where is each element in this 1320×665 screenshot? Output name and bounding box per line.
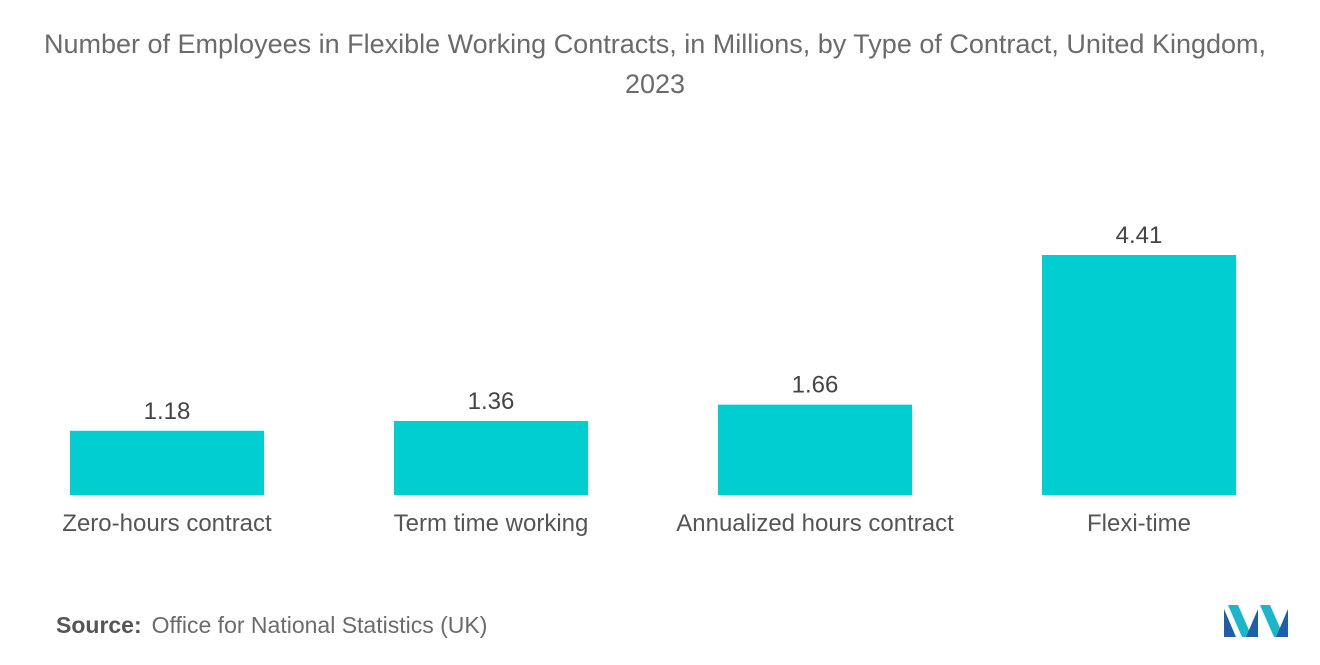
category-label-0: Zero-hours contract [62,510,272,537]
bar-chart: 1.18 1.36 1.66 4.41 Zero-hours contract Term… [62,222,1236,537]
bar-1 [394,420,588,495]
bar-3 [1042,255,1236,495]
bars-group [70,255,1236,495]
value-label-1: 1.36 [468,388,515,415]
value-label-2: 1.66 [792,372,839,399]
mordor-intelligence-logo-icon [1224,605,1288,637]
category-labels-group: Zero-hours contract Term time working Annu… [62,510,1191,537]
value-label-0: 1.18 [144,398,191,425]
source-label: Source: [56,612,142,638]
bar-0 [70,430,264,495]
value-label-3: 4.41 [1116,222,1163,249]
bar-2 [718,404,912,495]
chart-title: Number of Employees in Flexible Working … [43,29,1267,99]
category-label-1: Term time working [394,510,589,537]
category-label-2: Annualized hours contract [676,510,954,537]
value-labels-group: 1.18 1.36 1.66 4.41 [144,222,1163,425]
source-note: Source: Office for National Statistics (U… [56,612,487,639]
source-text: Office for National Statistics (UK) [151,612,488,638]
category-label-3: Flexi-time [1087,510,1191,537]
